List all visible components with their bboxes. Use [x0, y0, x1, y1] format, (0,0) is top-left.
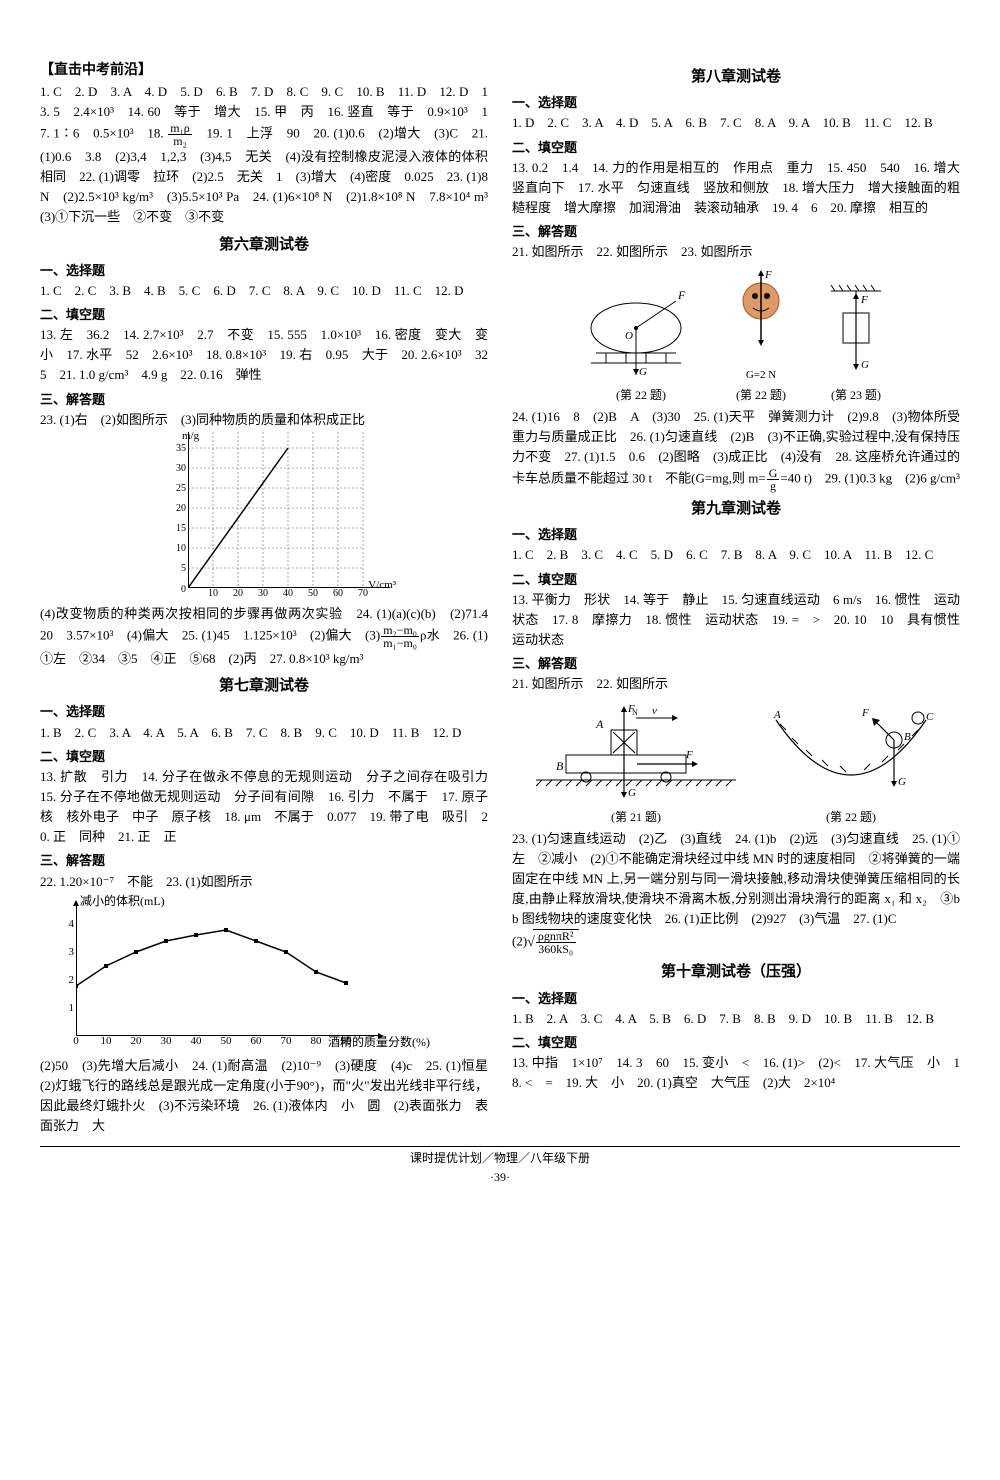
ch9-sec3: 三、解答题 — [512, 654, 960, 674]
ch7-sec3: 三、解答题 — [40, 851, 488, 871]
ch7-graph-xlabel: 酒精的质量分数(%) — [328, 1033, 430, 1052]
svg-text:N: N — [632, 708, 638, 717]
svg-text:F: F — [764, 269, 772, 281]
ch7-23b: (2)50 (3)先增大后减小 24. (1)耐高温 (2)10⁻⁹ (3)硬度… — [40, 1056, 488, 1137]
ch8-fig1: F O G (第 22 题) — [581, 283, 701, 404]
svg-text:O: O — [625, 330, 633, 342]
page-footer: 课时提优计划／物理／八年级下册 ·39· — [40, 1146, 960, 1186]
hanging-block-icon: F G — [821, 283, 891, 378]
ch10-title: 第十章测试卷（压强） — [512, 961, 960, 984]
cart-diagram-icon: F O G — [581, 283, 701, 378]
svg-text:F: F — [685, 749, 693, 761]
ch10-sec1: 一、选择题 — [512, 989, 960, 1009]
frac-m1rho-m2: m₁ρm₂ — [168, 122, 192, 147]
ch8-fig2: F G=2 N (第 22 题) — [711, 266, 811, 404]
svg-text:B: B — [904, 731, 911, 743]
ch10-sec2-body: 13. 中指 1×10⁷ 14. 3 60 15. 变小 < 16. (1)> … — [512, 1053, 960, 1093]
ch8-title: 第八章测试卷 — [512, 66, 960, 89]
ch6-graph-xlabel: V/cm³ — [368, 577, 396, 594]
ch7-title: 第七章测试卷 — [40, 675, 488, 698]
ch8-24: 24. (1)16 8 (2)B A (3)30 25. (1)天平 弹簧测力计… — [512, 407, 960, 492]
ch9-title: 第九章测试卷 — [512, 498, 960, 521]
ch9-figures: B A F N G F v (第 21 题) — [512, 700, 960, 826]
svg-text:G: G — [628, 787, 636, 799]
ch6-sec1: 一、选择题 — [40, 261, 488, 281]
ch7-graph-svg — [76, 904, 366, 1036]
ch8-fig1-cap: (第 22 题) — [581, 386, 701, 405]
ch8-sec2-body: 13. 0.2 1.4 14. 力的作用是相互的 作用点 重力 15. 450 … — [512, 158, 960, 218]
ch8-21: 21. 如图所示 22. 如图所示 23. 如图所示 — [512, 242, 960, 262]
ch7-22: 22. 1.20×10⁻⁷ 不能 23. (1)如图所示 — [40, 872, 488, 892]
svg-text:G: G — [639, 366, 647, 378]
svg-text:F: F — [861, 707, 869, 719]
ch6-graph: m/g 0 510 1520 2530 35 — [160, 432, 390, 602]
ch9-sec1-body: 1. C 2. B 3. C 4. C 5. D 6. C 7. B 8. A … — [512, 545, 960, 565]
ch8-fig2-g: G=2 N — [711, 367, 811, 384]
ch9-fig2-cap: (第 22 题) — [766, 808, 936, 827]
ch7-sec2: 二、填空题 — [40, 747, 488, 767]
ch8-fig2-cap: (第 22 题) — [711, 386, 811, 405]
ch9-sec2-body: 13. 平衡力 形状 14. 等于 静止 15. 匀速直线运动 6 m/s 16… — [512, 590, 960, 650]
zhiji-body: 1. C 2. D 3. A 4. D 5. D 6. B 7. D 8. C … — [40, 82, 488, 228]
ch6-sec3: 三、解答题 — [40, 390, 488, 410]
ch8-fig3-cap: (第 23 题) — [821, 386, 891, 405]
ch6-sec1-body: 1. C 2. C 3. B 4. B 5. C 6. D 7. C 8. A … — [40, 281, 488, 301]
ch6-23b: (4)改变物质的种类两次按相同的步骤再做两次实验 24. (1)(a)(c)(b… — [40, 604, 488, 669]
ch9-27-2: (2) ρgnπR²360kS₀ — [512, 929, 960, 955]
ch9-21: 21. 如图所示 22. 如图所示 — [512, 674, 960, 694]
right-column: 第八章测试卷 一、选择题 1. D 2. C 3. A 4. D 5. A 6.… — [512, 60, 960, 1136]
svg-text:v: v — [652, 705, 657, 717]
sqrt-body: ρgnπR²360kS₀ — [533, 929, 579, 955]
ch9-fig1-cap: (第 21 题) — [536, 808, 736, 827]
ch8-28b: =40 t) 29. (1)0.3 kg (2)6 g/cm³ — [780, 471, 959, 486]
ch9-27-2a: (2) — [512, 934, 527, 949]
bowl-ball-icon: F G B C A — [766, 700, 936, 800]
svg-text:F: F — [860, 294, 868, 306]
ch7-sec1-body: 1. B 2. C 3. A 4. A 5. A 6. B 7. C 8. B … — [40, 723, 488, 743]
ch8-fig3: F G (第 23 题) — [821, 283, 891, 404]
frac-m2m0: m₂−m₀m₁−m₀ — [381, 624, 419, 649]
ch7-graph: 减小的体积(mL) 12 34 0 1020 — [50, 894, 390, 1054]
ch6-sec2: 二、填空题 — [40, 305, 488, 325]
sqrt-icon — [527, 934, 533, 949]
left-column: 【直击中考前沿】 1. C 2. D 3. A 4. D 5. D 6. B 7… — [40, 60, 488, 1136]
ball-forces-icon: F — [711, 266, 811, 361]
svg-text:G: G — [898, 776, 906, 788]
svg-text:C: C — [926, 711, 934, 723]
svg-text:A: A — [773, 709, 781, 721]
block-on-cart-icon: B A FN G F v — [536, 700, 736, 800]
ch9-sec2: 二、填空题 — [512, 570, 960, 590]
ch9-23: 23. (1)匀速直线运动 (2)乙 (3)直线 24. (1)b (2)远 (… — [512, 829, 960, 930]
ch6-sec2-body: 13. 左 36.2 14. 2.7×10³ 2.7 不变 15. 555 1.… — [40, 325, 488, 385]
ch8-sec1: 一、选择题 — [512, 93, 960, 113]
ch9-fig2: F G B C A (第 22 题) — [766, 700, 936, 826]
svg-text:G: G — [861, 359, 869, 371]
svg-text:B: B — [556, 759, 564, 773]
ch8-sec2: 二、填空题 — [512, 138, 960, 158]
svg-text:A: A — [595, 717, 604, 731]
ch6-graph-svg — [188, 432, 368, 588]
ch6-title: 第六章测试卷 — [40, 234, 488, 257]
ch9-sec1: 一、选择题 — [512, 525, 960, 545]
ch10-sec1-body: 1. B 2. A 3. C 4. A 5. B 6. D 7. B 8. B … — [512, 1009, 960, 1029]
ch9-fig1: B A FN G F v (第 21 题) — [536, 700, 736, 826]
ch8-sec1-body: 1. D 2. C 3. A 4. D 5. A 6. B 7. C 8. A … — [512, 113, 960, 133]
ch7-sec2-body: 13. 扩散 引力 14. 分子在做永不停息的无规则运动 分子之间存在吸引力 1… — [40, 767, 488, 848]
ch8-figures: F O G (第 22 题) — [512, 266, 960, 404]
zhiji-head: 【直击中考前沿】 — [40, 60, 488, 82]
page-number: ·39· — [490, 1170, 510, 1184]
svg-text:F: F — [677, 288, 686, 302]
footer-text: 课时提优计划／物理／八年级下册 — [410, 1151, 590, 1165]
ch6-23a: 23. (1)右 (2)如图所示 (3)同种物质的质量和体积成正比 — [40, 410, 488, 430]
ch10-sec2: 二、填空题 — [512, 1033, 960, 1053]
ch7-sec1: 一、选择题 — [40, 702, 488, 722]
sqrt-den: 360kS₀ — [536, 943, 576, 955]
ch8-sec3: 三、解答题 — [512, 222, 960, 242]
frac-G-g: Gg — [767, 467, 780, 492]
